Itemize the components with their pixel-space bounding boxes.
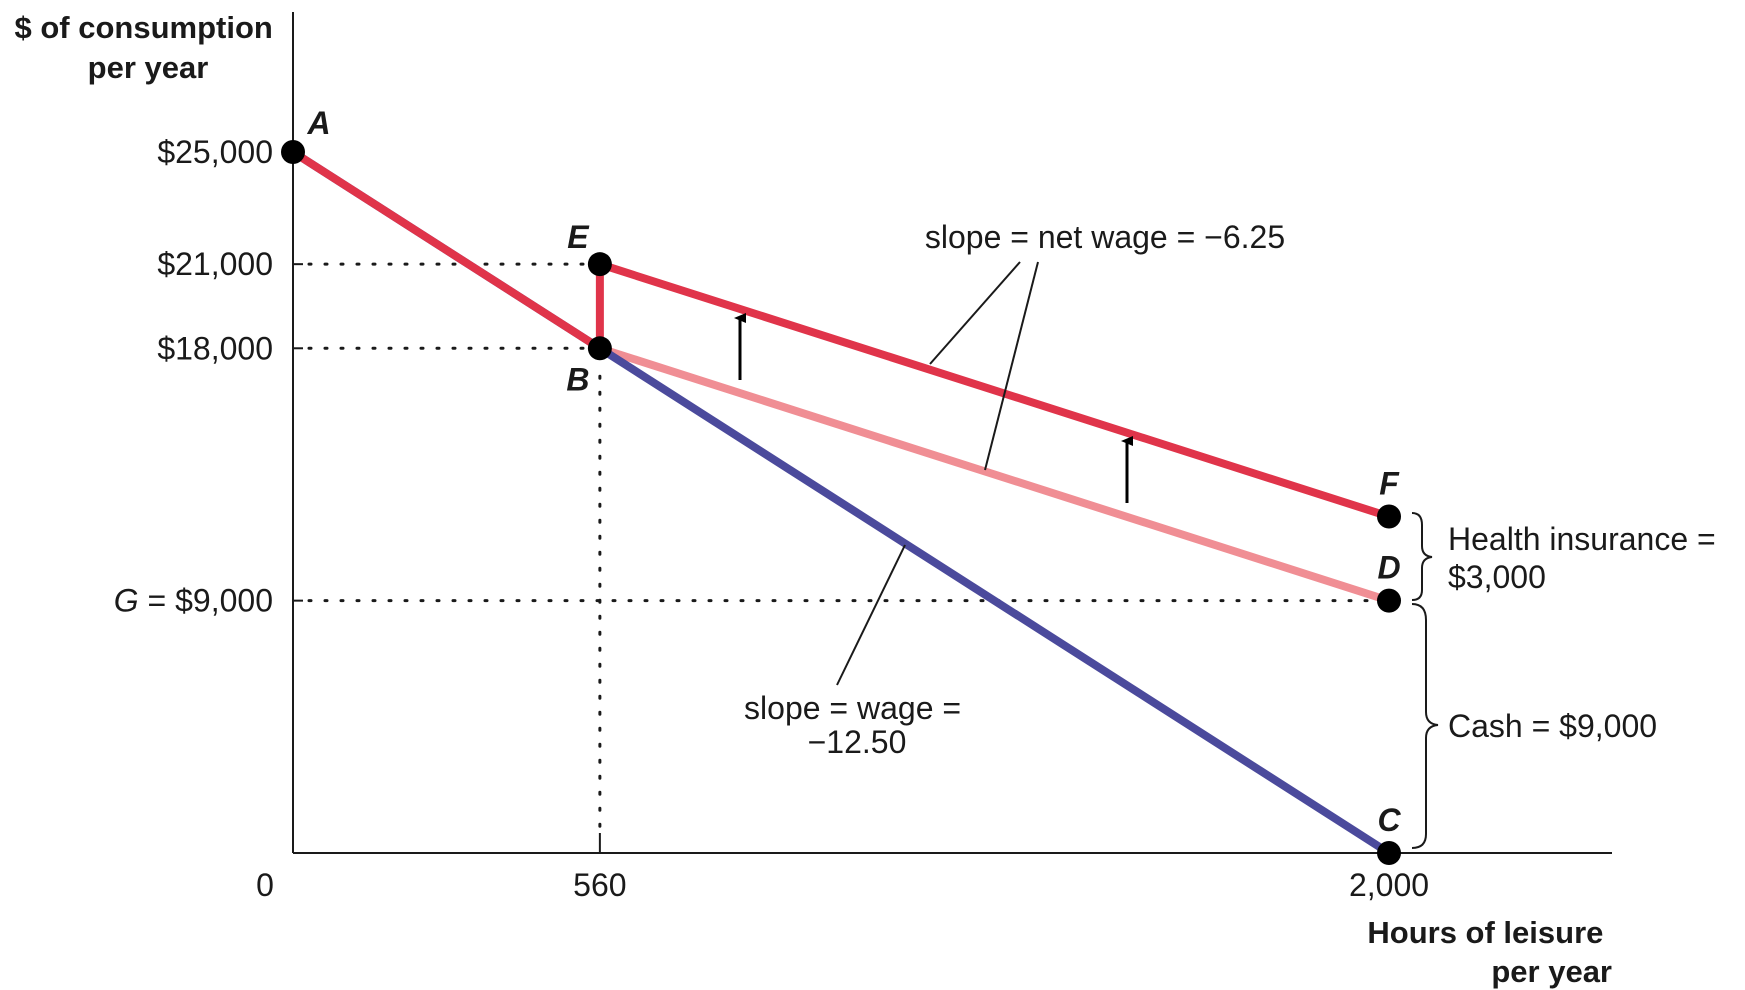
braces (1411, 512, 1439, 849)
health-insurance-line-1: Health insurance = (1448, 521, 1716, 557)
net-wage-leader-2 (984, 261, 1039, 471)
point-c (1377, 841, 1401, 865)
point-e (587, 252, 612, 277)
health-insurance-budget-line (290, 148, 1391, 521)
wage-leader (836, 544, 906, 686)
point-d (1377, 588, 1401, 613)
x-axis-title: Hours of leisure per year (1367, 915, 1612, 989)
y-tick-label-0: $25,000 (157, 134, 273, 170)
point-label-a: A (306, 105, 330, 141)
y-tick-label-2: $18,000 (157, 330, 273, 366)
budget-lines (290, 148, 1392, 857)
shift-arrows (734, 313, 1133, 503)
tick-labels: $25,000 $21,000 $18,000 G = $9,000 0 560 2,000 (114, 134, 1429, 903)
x-axis-title-line-2: per year (1491, 954, 1612, 989)
y-tick-label-1: $21,000 (157, 246, 273, 282)
annotation-leaders (836, 261, 1039, 686)
point-label-d: D (1377, 550, 1400, 586)
point-b (587, 336, 612, 361)
x-tick-label-2: 2,000 (1349, 867, 1429, 903)
cash-label: Cash = $9,000 (1448, 708, 1657, 744)
cash-benefit-budget-line (598, 344, 1391, 605)
net-wage-slope-label: slope = net wage = −6.25 (925, 219, 1285, 255)
wage-slope-line-2: −12.50 (808, 724, 907, 760)
health-insurance-line-2: $3,000 (1448, 559, 1546, 595)
wage-slope-line-1: slope = wage = (744, 690, 961, 726)
key-points: A E B F D C (281, 105, 1401, 865)
point-label-f: F (1379, 466, 1400, 502)
x-tick-label-1: 560 (573, 867, 626, 903)
cash-brace (1411, 603, 1439, 849)
point-label-e: E (567, 219, 590, 255)
health-insurance-brace (1411, 512, 1433, 601)
y-axis-title-line-1: $ of consumption (15, 10, 273, 45)
point-f (1377, 504, 1401, 529)
net-wage-leader-1 (929, 261, 1021, 365)
y-axis-title: $ of consumption per year (15, 10, 282, 85)
x-axis-title-line-1: Hours of leisure (1367, 915, 1603, 950)
point-label-c: C (1377, 802, 1401, 838)
y-tick-label-3: G = $9,000 (114, 583, 273, 619)
health-insurance-label: Health insurance = $3,000 (1448, 521, 1725, 595)
x-tick-label-0: 0 (256, 867, 274, 903)
wage-slope-label: slope = wage = −12.50 (744, 690, 970, 760)
guide-lines (307, 262, 1379, 853)
point-label-b: B (566, 361, 589, 397)
point-a (281, 140, 305, 164)
y-axis-title-line-2: per year (88, 50, 209, 85)
